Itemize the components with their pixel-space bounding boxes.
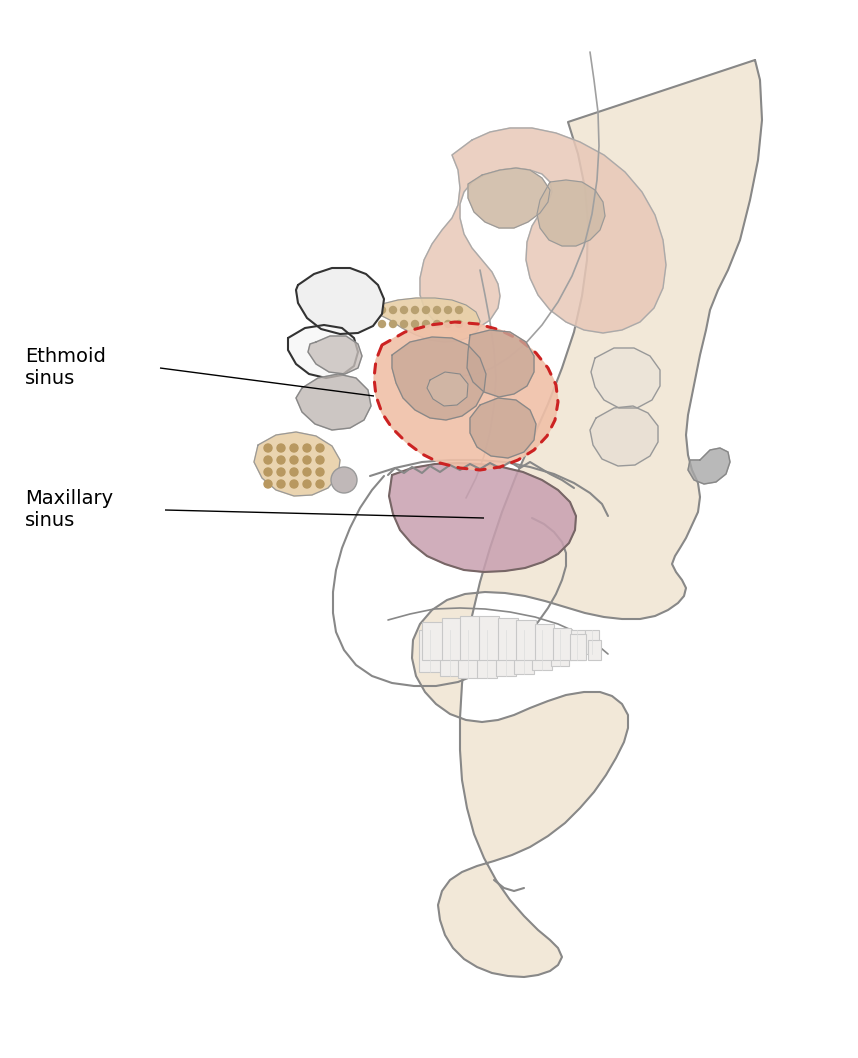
Polygon shape [389,463,576,572]
Polygon shape [420,128,666,333]
Polygon shape [368,298,480,342]
Circle shape [422,307,430,313]
Circle shape [433,321,440,328]
Circle shape [444,307,451,313]
Polygon shape [421,622,443,660]
Circle shape [331,467,357,493]
Circle shape [456,307,462,313]
Polygon shape [254,432,340,496]
Circle shape [401,321,408,328]
Polygon shape [296,373,371,430]
Circle shape [316,444,324,452]
Polygon shape [479,616,499,660]
Polygon shape [460,616,480,660]
Circle shape [390,307,396,313]
Polygon shape [296,268,384,334]
Text: Ethmoid
sinus: Ethmoid sinus [25,347,106,388]
Polygon shape [553,628,571,660]
Circle shape [290,468,298,476]
Polygon shape [458,630,478,678]
Polygon shape [590,406,658,466]
Polygon shape [516,620,536,660]
Circle shape [401,307,408,313]
Polygon shape [588,640,601,660]
Circle shape [277,456,285,464]
Polygon shape [569,630,585,660]
Circle shape [277,480,285,488]
Polygon shape [392,338,486,420]
Circle shape [316,468,324,476]
Circle shape [277,444,285,452]
Polygon shape [498,618,518,660]
Circle shape [390,321,396,328]
Circle shape [444,321,451,328]
Polygon shape [374,322,558,470]
Polygon shape [440,630,460,676]
Polygon shape [496,630,516,676]
Polygon shape [535,624,553,660]
Circle shape [303,444,311,452]
Circle shape [277,468,285,476]
Polygon shape [442,618,462,660]
Polygon shape [570,634,586,660]
Circle shape [290,480,298,488]
Circle shape [412,321,419,328]
Polygon shape [412,60,762,977]
Polygon shape [477,630,497,678]
Polygon shape [591,348,660,408]
Circle shape [290,444,298,452]
Polygon shape [308,336,362,373]
Circle shape [303,480,311,488]
Polygon shape [468,168,550,229]
Polygon shape [537,180,605,247]
Circle shape [303,468,311,476]
Circle shape [378,321,385,328]
Polygon shape [532,630,552,670]
Polygon shape [514,630,534,674]
Polygon shape [288,325,358,378]
Polygon shape [551,630,569,665]
Polygon shape [585,630,599,654]
Circle shape [264,444,272,452]
Text: Maxillary
sinus: Maxillary sinus [25,490,113,530]
Circle shape [264,456,272,464]
Polygon shape [688,448,730,484]
Polygon shape [427,372,468,406]
Circle shape [264,468,272,476]
Polygon shape [467,330,534,397]
Circle shape [316,480,324,488]
Circle shape [303,456,311,464]
Circle shape [378,307,385,313]
Circle shape [290,456,298,464]
Polygon shape [470,398,536,458]
Circle shape [422,321,430,328]
Circle shape [316,456,324,464]
Circle shape [433,307,440,313]
Circle shape [264,480,272,488]
Polygon shape [419,630,441,672]
Circle shape [456,321,462,328]
Circle shape [412,307,419,313]
